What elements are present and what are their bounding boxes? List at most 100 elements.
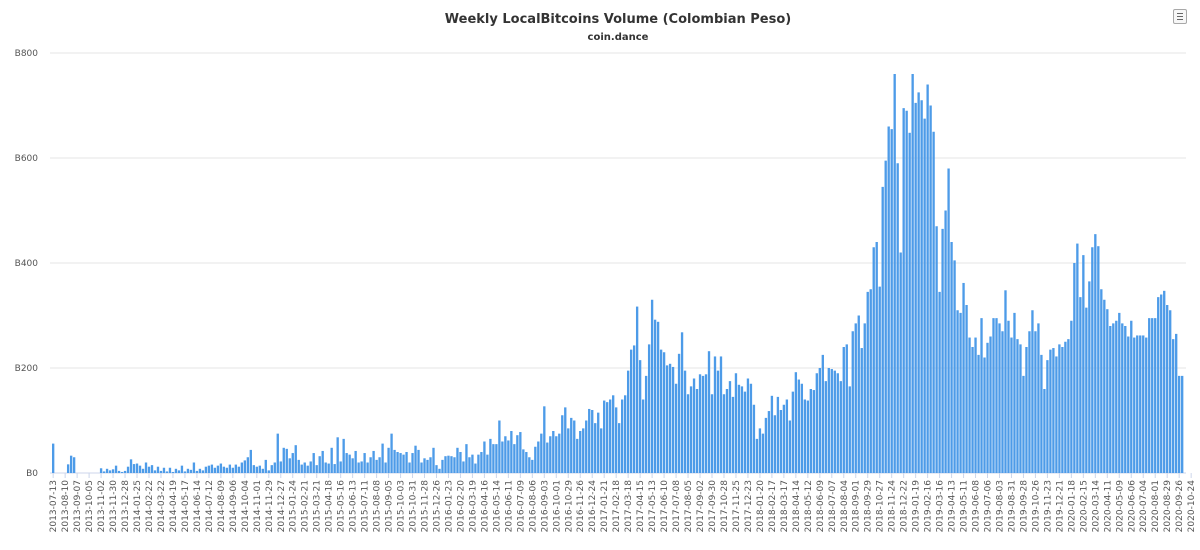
bar bbox=[851, 331, 854, 473]
bar bbox=[863, 323, 866, 474]
x-tick-label: 2013-08-10 bbox=[61, 480, 71, 533]
bar bbox=[635, 306, 639, 473]
bar bbox=[324, 462, 327, 473]
bar bbox=[237, 466, 241, 473]
x-tick-label: 2015-03-21 bbox=[313, 480, 323, 532]
bar bbox=[971, 347, 974, 473]
bar bbox=[261, 468, 264, 473]
bar bbox=[156, 466, 160, 473]
bar bbox=[839, 381, 842, 474]
x-tick-label: 2017-10-28 bbox=[720, 480, 730, 533]
bar bbox=[183, 471, 187, 473]
x-tick-label: 2014-12-27 bbox=[277, 480, 287, 532]
x-tick-label: 2015-06-13 bbox=[349, 480, 359, 532]
bar bbox=[597, 412, 600, 474]
bar bbox=[743, 391, 747, 474]
bar bbox=[683, 370, 687, 474]
bar bbox=[881, 186, 884, 474]
bar bbox=[659, 349, 663, 474]
bar bbox=[351, 458, 354, 473]
bar bbox=[779, 410, 783, 473]
bar bbox=[974, 337, 977, 473]
y-tick-label: B800 bbox=[15, 49, 39, 59]
x-tick-label: 2016-08-06 bbox=[528, 480, 538, 533]
bar bbox=[923, 118, 926, 474]
bar bbox=[303, 462, 306, 473]
bar bbox=[519, 432, 522, 473]
bar bbox=[348, 454, 351, 474]
x-tick-label: 2018-09-01 bbox=[852, 480, 862, 532]
bar bbox=[276, 433, 279, 474]
bar bbox=[249, 449, 252, 473]
bar bbox=[516, 435, 519, 473]
bar bbox=[1163, 290, 1166, 473]
y-axis-labels: B0 B200 B400 B600 B800 bbox=[15, 49, 39, 479]
bar bbox=[1136, 335, 1139, 473]
bar bbox=[285, 448, 288, 473]
bar bbox=[917, 92, 920, 474]
bar bbox=[890, 129, 893, 474]
x-tick-label: 2015-11-28 bbox=[421, 480, 431, 533]
bar bbox=[716, 370, 720, 474]
bar bbox=[1073, 263, 1076, 473]
bar bbox=[255, 466, 258, 473]
bar bbox=[1037, 323, 1040, 474]
bar bbox=[665, 365, 669, 474]
bar bbox=[282, 447, 285, 473]
bar bbox=[273, 462, 276, 473]
x-tick-label: 2013-10-05 bbox=[85, 480, 95, 532]
bar bbox=[579, 431, 582, 473]
bar bbox=[219, 463, 223, 473]
bar bbox=[198, 468, 202, 473]
bar bbox=[749, 383, 753, 473]
bar bbox=[393, 449, 396, 473]
bar bbox=[1067, 339, 1070, 474]
x-tick-label: 2019-12-21 bbox=[1055, 480, 1065, 532]
bar bbox=[165, 471, 169, 473]
bar bbox=[740, 386, 744, 474]
bar bbox=[1151, 318, 1154, 474]
x-tick-label: 2017-12-23 bbox=[744, 480, 754, 532]
bar bbox=[935, 226, 938, 473]
bar bbox=[1025, 347, 1028, 473]
bar bbox=[375, 459, 378, 474]
x-tick-label: 2017-06-10 bbox=[660, 480, 670, 533]
x-tick-label: 2014-09-06 bbox=[229, 480, 239, 533]
bar bbox=[246, 457, 249, 473]
bar bbox=[1091, 247, 1094, 473]
bar bbox=[662, 352, 666, 473]
bar bbox=[360, 461, 363, 473]
x-tick-label: 2018-08-04 bbox=[840, 480, 850, 533]
bar bbox=[369, 457, 372, 473]
bar bbox=[216, 465, 220, 473]
bar bbox=[52, 443, 55, 473]
x-tick-label: 2019-06-08 bbox=[972, 480, 982, 533]
bar bbox=[737, 384, 741, 473]
bar bbox=[719, 356, 723, 473]
bar bbox=[438, 468, 441, 473]
x-tick-label: 2017-11-25 bbox=[732, 480, 742, 532]
bar bbox=[836, 373, 839, 473]
x-tick-label: 2015-10-03 bbox=[397, 480, 407, 532]
bar bbox=[378, 457, 381, 473]
chart-menu-button[interactable] bbox=[1173, 9, 1187, 24]
x-tick-label: 2020-08-29 bbox=[1163, 480, 1173, 533]
x-tick-label: 2017-02-18 bbox=[612, 480, 622, 533]
bar bbox=[552, 431, 555, 473]
bar bbox=[968, 337, 971, 473]
x-tick-label: 2020-09-26 bbox=[1175, 480, 1185, 533]
bar bbox=[1085, 307, 1088, 474]
bar bbox=[180, 465, 184, 473]
bar bbox=[980, 318, 983, 474]
bar bbox=[1079, 297, 1082, 474]
bar bbox=[153, 470, 157, 474]
bar bbox=[105, 468, 109, 473]
bar bbox=[929, 105, 932, 473]
bar bbox=[821, 354, 824, 474]
bar bbox=[561, 415, 564, 473]
bar bbox=[555, 436, 558, 473]
bar bbox=[824, 381, 827, 474]
bar bbox=[1061, 347, 1064, 473]
bar bbox=[1103, 299, 1106, 473]
bar bbox=[297, 459, 300, 474]
